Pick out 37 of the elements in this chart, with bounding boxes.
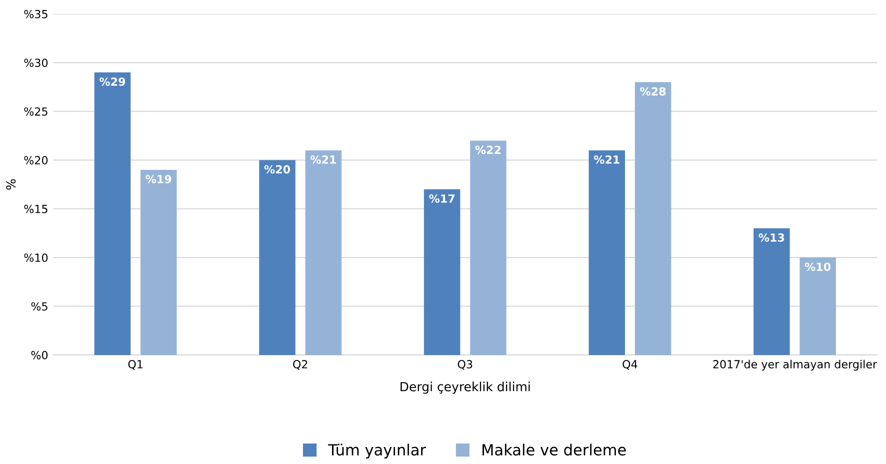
x-tick-label: Q1	[128, 360, 142, 370]
legend-label: Makale ve derleme	[482, 444, 626, 456]
x-tick-label: Q3	[458, 360, 472, 370]
data-label: %29	[100, 77, 126, 86]
bar	[259, 160, 296, 355]
bar	[754, 228, 790, 355]
y-tick-label: %5	[31, 302, 48, 311]
bar	[634, 82, 672, 355]
y-tick-label: %0	[31, 350, 48, 360]
data-label: %28	[640, 87, 666, 96]
bar	[470, 140, 506, 355]
x-tick-label: Q2	[293, 360, 308, 370]
bar	[305, 150, 342, 355]
legend-label: Tüm yayınlar	[328, 444, 426, 459]
bar	[424, 189, 460, 355]
data-label: %21	[594, 155, 620, 164]
bar	[800, 258, 836, 355]
y-tick-label: %10	[24, 253, 48, 262]
y-tick-label: %15	[24, 204, 48, 214]
y-axis-title: %	[6, 179, 16, 190]
y-tick-label: %35	[24, 10, 48, 18]
data-label: %13	[758, 233, 784, 242]
x-tick-label: 2017'de yer almayan dergiler	[713, 360, 878, 371]
x-tick-label: Q4	[622, 360, 638, 370]
data-label: %17	[429, 194, 454, 203]
data-label: %19	[146, 174, 172, 184]
bar	[94, 72, 131, 355]
bar	[588, 150, 625, 355]
y-tick-label: %20	[24, 156, 48, 164]
y-tick-label: %30	[24, 58, 48, 68]
data-label: %21	[310, 155, 336, 164]
data-label: %22	[475, 146, 501, 154]
x-axis-title: Dergi çeyreklik dilimi	[400, 382, 530, 394]
y-tick-label: %25	[24, 107, 48, 116]
bar	[140, 170, 177, 355]
data-label: %20	[264, 165, 290, 174]
data-label: %10	[804, 262, 831, 271]
